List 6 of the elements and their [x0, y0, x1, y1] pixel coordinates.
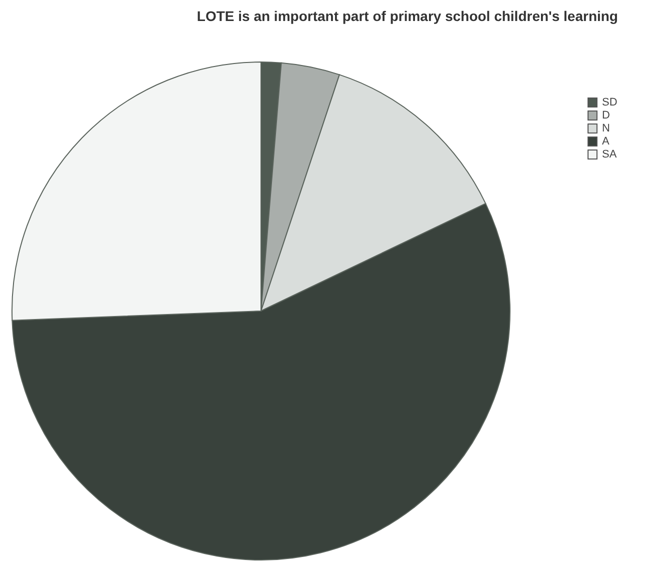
legend-label: SA [602, 148, 618, 160]
legend-label: D [602, 110, 610, 122]
legend-label: A [602, 136, 610, 148]
legend-label: SD [602, 96, 618, 108]
legend-label: N [602, 122, 610, 134]
chart-title: LOTE is an important part of primary school children's learning [196, 8, 618, 24]
